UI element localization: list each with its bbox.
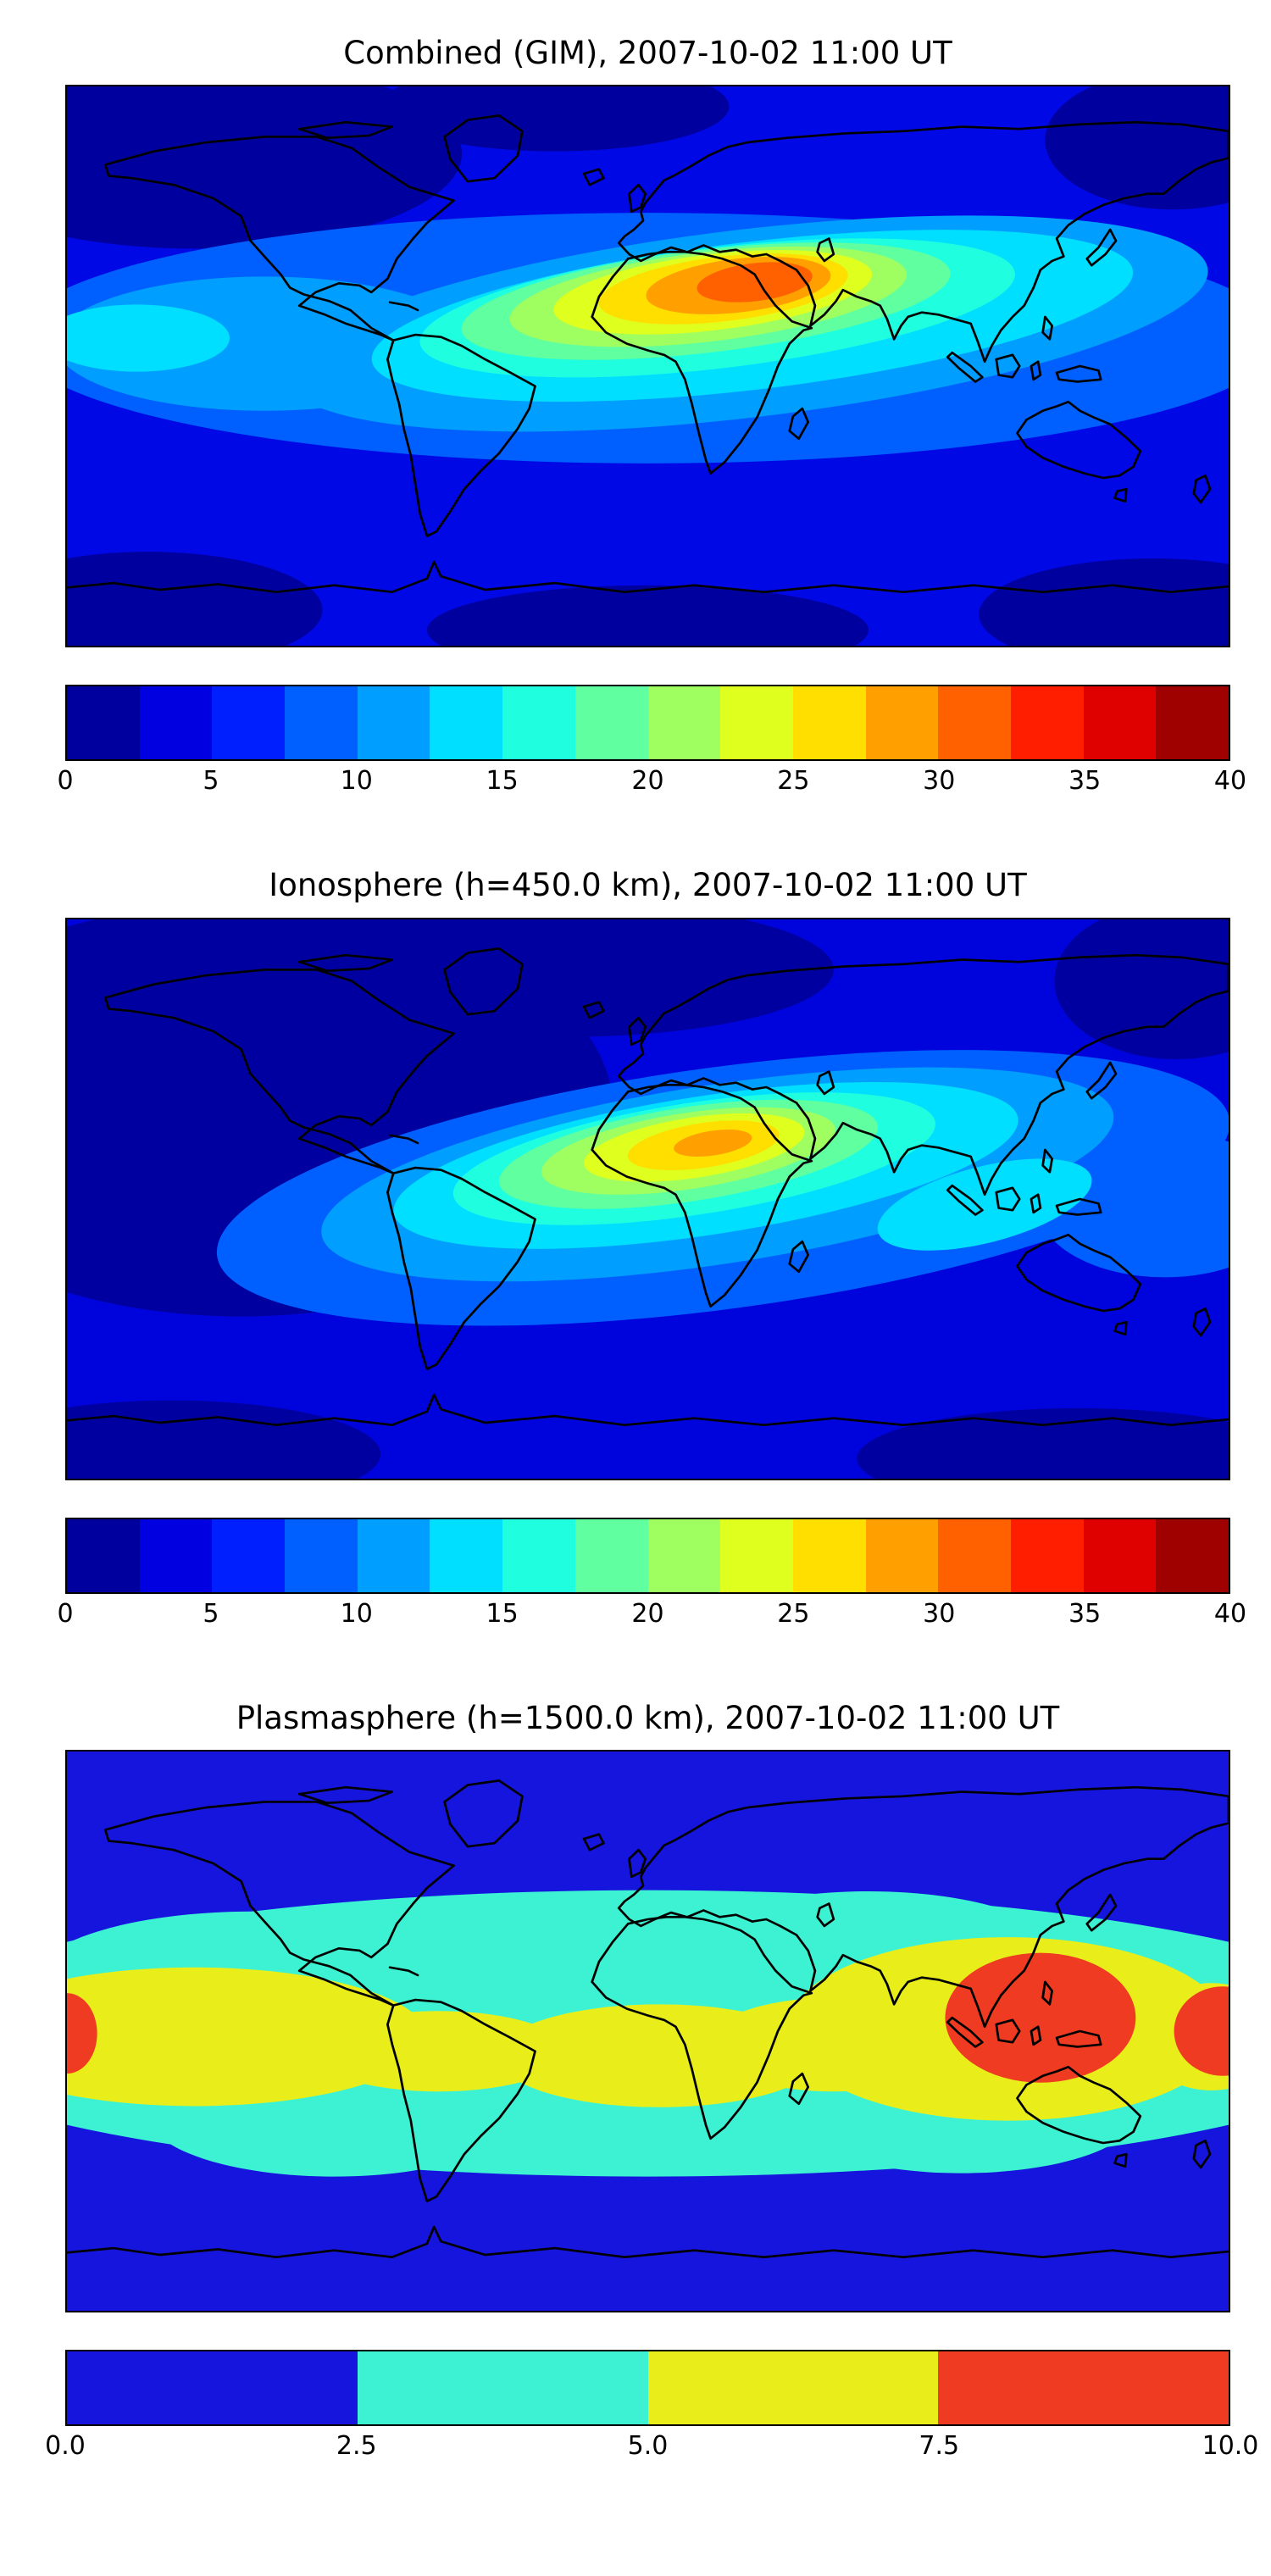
colorbar-tick-label: 15 bbox=[486, 1598, 519, 1629]
colorbar-tick-label: 25 bbox=[777, 1598, 810, 1629]
colorbar-tick-label: 0 bbox=[57, 766, 74, 797]
colorbar-segment bbox=[647, 1518, 721, 1592]
contour-region bbox=[380, 86, 730, 152]
colorbar-tick-label: 2.5 bbox=[336, 2430, 377, 2461]
contour-region bbox=[697, 262, 813, 303]
colorbar bbox=[65, 2349, 1230, 2426]
contour-region bbox=[67, 86, 463, 249]
colorbar-tick-label: 30 bbox=[923, 1598, 956, 1629]
contour-region bbox=[1054, 919, 1229, 1059]
colorbar-segment bbox=[1083, 686, 1157, 760]
colorbar-tick-label: 40 bbox=[1213, 1598, 1247, 1629]
colorbar-segment bbox=[1083, 1518, 1157, 1592]
colorbar-segment bbox=[139, 686, 213, 760]
contour-region bbox=[310, 2010, 567, 2092]
figure-combined-gim: Combined (GIM), 2007-10-02 11:00 UT 0 5 10… bbox=[0, 34, 1271, 803]
colorbar-tick-label: 20 bbox=[631, 766, 664, 797]
colorbar-segment bbox=[212, 686, 286, 760]
contour-region bbox=[427, 585, 869, 647]
colorbar-segment bbox=[67, 1518, 140, 1592]
figure-plasmasphere: Plasmasphere (h=1500.0 km), 2007-10-02 1… bbox=[0, 1699, 1271, 2468]
colorbar-tick-label: 20 bbox=[631, 1598, 664, 1629]
colorbar-segment bbox=[357, 2351, 648, 2424]
page: { "page": { "background": "#ffffff", "de… bbox=[0, 34, 1271, 2576]
colorbar-tick-label: 0 bbox=[57, 1598, 74, 1629]
colorbar-tick-label: 25 bbox=[777, 766, 810, 797]
colorbar-segment bbox=[1010, 1518, 1084, 1592]
colorbar bbox=[65, 1517, 1230, 1594]
colorbar-tick-label: 5 bbox=[203, 766, 219, 797]
colorbar-segment bbox=[647, 686, 721, 760]
colorbar-segment bbox=[1010, 686, 1084, 760]
colorbar-segment bbox=[67, 686, 140, 760]
contour-region bbox=[67, 304, 230, 372]
colorbar-segment bbox=[67, 2351, 358, 2424]
colorbar-tick-label: 5.0 bbox=[627, 2430, 669, 2461]
contour-region bbox=[857, 1407, 1229, 1479]
colorbar-segment bbox=[792, 1518, 866, 1592]
colorbar-ticks: 0 5 10 15 20 25 30 35 40 bbox=[57, 1598, 1246, 1636]
colorbar-segment bbox=[1156, 1518, 1229, 1592]
colorbar-segment bbox=[285, 686, 358, 760]
colorbar-tick-label: 0.0 bbox=[45, 2430, 86, 2461]
contour-region bbox=[1036, 1131, 1229, 1277]
contour-region bbox=[674, 1129, 752, 1157]
colorbar-segment bbox=[865, 1518, 939, 1592]
figure-title: Plasmasphere (h=1500.0 km), 2007-10-02 1… bbox=[236, 1699, 1060, 1736]
colorbar-wrap: 0 5 10 15 20 25 30 35 40 bbox=[57, 685, 1246, 803]
colorbar-tick-label: 40 bbox=[1213, 766, 1247, 797]
map-frame bbox=[65, 85, 1230, 648]
colorbar-tick-label: 5 bbox=[203, 1598, 219, 1629]
colorbar-segment bbox=[430, 686, 503, 760]
colorbar-segment bbox=[502, 686, 575, 760]
figure-title: Ionosphere (h=450.0 km), 2007-10-02 11:0… bbox=[269, 867, 1027, 904]
colorbar-segment bbox=[357, 686, 430, 760]
contour-region bbox=[67, 552, 323, 647]
world-map-plasmasphere bbox=[67, 1751, 1229, 2311]
colorbar-segment bbox=[502, 1518, 575, 1592]
contour-region bbox=[67, 1992, 97, 2074]
contour-region bbox=[877, 1158, 1092, 1251]
colorbar-tick-label: 10.0 bbox=[1202, 2430, 1259, 2461]
contour-region bbox=[979, 558, 1229, 647]
colorbar-wrap: 0 5 10 15 20 25 30 35 40 bbox=[57, 1517, 1246, 1636]
colorbar-segment bbox=[574, 1518, 648, 1592]
colorbar-segment bbox=[212, 1518, 286, 1592]
contour-region bbox=[945, 1952, 1136, 2083]
colorbar-tick-label: 10 bbox=[340, 1598, 373, 1629]
colorbar-segment bbox=[938, 1518, 1011, 1592]
colorbar-segment bbox=[574, 686, 648, 760]
colorbar-segment bbox=[938, 686, 1011, 760]
colorbar-wrap: 0.0 2.5 5.0 7.5 10.0 bbox=[45, 2349, 1258, 2468]
colorbar-segment bbox=[285, 1518, 358, 1592]
colorbar-tick-label: 10 bbox=[340, 766, 373, 797]
colorbar-segment bbox=[720, 686, 793, 760]
figure-title: Combined (GIM), 2007-10-02 11:00 UT bbox=[343, 35, 952, 71]
colorbar-segment bbox=[1156, 686, 1229, 760]
colorbar-tick-label: 7.5 bbox=[919, 2430, 960, 2461]
colorbar-segment bbox=[720, 1518, 793, 1592]
map-frame bbox=[65, 1749, 1230, 2312]
figure-ionosphere: Ionosphere (h=450.0 km), 2007-10-02 11:0… bbox=[0, 866, 1271, 1635]
colorbar bbox=[65, 685, 1230, 762]
colorbar-segment bbox=[865, 686, 939, 760]
colorbar-tick-label: 15 bbox=[486, 766, 519, 797]
colorbar-ticks: 0.0 2.5 5.0 7.5 10.0 bbox=[45, 2430, 1258, 2468]
contour-region bbox=[1174, 1985, 1229, 2076]
colorbar-tick-label: 35 bbox=[1068, 766, 1102, 797]
colorbar-segment bbox=[430, 1518, 503, 1592]
colorbar-segment bbox=[938, 2351, 1229, 2424]
colorbar-ticks: 0 5 10 15 20 25 30 35 40 bbox=[57, 766, 1246, 803]
map-frame bbox=[65, 917, 1230, 1480]
colorbar-segment bbox=[647, 2351, 939, 2424]
colorbar-tick-label: 30 bbox=[923, 766, 956, 797]
world-map-ionosphere bbox=[67, 919, 1229, 1479]
contour-region bbox=[299, 919, 834, 1037]
world-map-combined bbox=[67, 86, 1229, 647]
colorbar-segment bbox=[139, 1518, 213, 1592]
colorbar-segment bbox=[792, 686, 866, 760]
colorbar-tick-label: 35 bbox=[1068, 1598, 1102, 1629]
colorbar-segment bbox=[357, 1518, 430, 1592]
